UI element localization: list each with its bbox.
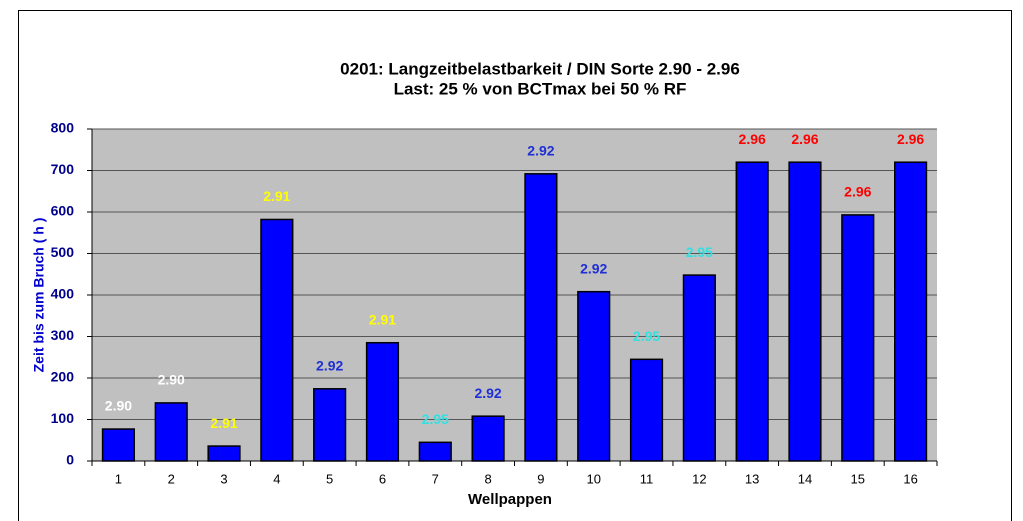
x-tick-label: 2 <box>168 471 175 486</box>
bar-label: 2.90 <box>105 398 132 414</box>
bar-label: 2.95 <box>633 328 660 344</box>
bar-label: 2.91 <box>369 311 396 327</box>
x-tick-label: 9 <box>537 471 544 486</box>
x-tick-label: 15 <box>851 471 865 486</box>
y-tick-label: 500 <box>51 244 75 260</box>
bar <box>524 173 558 462</box>
bar <box>471 415 505 462</box>
bar-label: 2.96 <box>791 131 818 147</box>
y-tick-label: 800 <box>51 120 75 136</box>
bar-label: 2.92 <box>316 357 343 373</box>
bar <box>788 161 822 462</box>
y-tick-label: 300 <box>51 327 75 343</box>
bar-label: 2.96 <box>739 131 766 147</box>
x-tick-label: 7 <box>432 471 439 486</box>
bar <box>682 274 716 462</box>
x-tick-label: 11 <box>640 471 654 486</box>
y-tick-label: 100 <box>51 410 75 426</box>
x-tick-label: 14 <box>798 471 812 486</box>
bar <box>313 388 347 462</box>
x-tick-label: 3 <box>220 471 227 486</box>
chart-subtitle: Last: 25 % von BCTmax bei 50 % RF <box>394 79 687 98</box>
bar <box>418 441 452 462</box>
bar <box>207 445 241 462</box>
x-tick-label: 1 <box>115 471 122 486</box>
y-tick-label: 200 <box>51 369 75 385</box>
x-tick-label: 5 <box>326 471 333 486</box>
x-tick-label: 4 <box>273 471 280 486</box>
bar <box>154 402 188 462</box>
y-tick-label: 0 <box>66 452 74 468</box>
bar-label: 2.91 <box>263 188 290 204</box>
bar-label: 2.95 <box>422 411 449 427</box>
y-tick-label: 400 <box>51 286 75 302</box>
bar <box>735 161 769 462</box>
bar-label: 2.96 <box>897 131 924 147</box>
y-axis-label: Zeit bis zum Bruch ( h ) <box>31 218 47 373</box>
x-tick-label: 16 <box>903 471 917 486</box>
bar-label: 2.96 <box>844 184 871 200</box>
x-tick-label: 13 <box>745 471 759 486</box>
bar-label: 2.92 <box>474 385 501 401</box>
x-tick-label: 8 <box>484 471 491 486</box>
x-tick-label: 10 <box>586 471 600 486</box>
chart-title: 0201: Langzeitbelastbarkeit / DIN Sorte … <box>340 59 740 78</box>
bar-label: 2.92 <box>580 260 607 276</box>
x-axis-label: Wellpappen <box>468 491 552 508</box>
bar <box>841 214 875 462</box>
bar <box>365 341 400 462</box>
bar-label: 2.95 <box>686 244 713 260</box>
bar <box>629 358 664 462</box>
bar-label: 2.92 <box>527 143 554 159</box>
bar <box>577 290 611 462</box>
y-tick-label: 700 <box>51 161 75 177</box>
bar <box>260 218 294 462</box>
x-tick-label: 12 <box>692 471 706 486</box>
bar-label: 2.90 <box>158 372 185 388</box>
bar <box>101 428 135 462</box>
x-tick-label: 6 <box>379 471 386 486</box>
bar-label: 2.91 <box>210 415 237 431</box>
bar <box>894 161 928 462</box>
y-tick-label: 600 <box>51 203 75 219</box>
